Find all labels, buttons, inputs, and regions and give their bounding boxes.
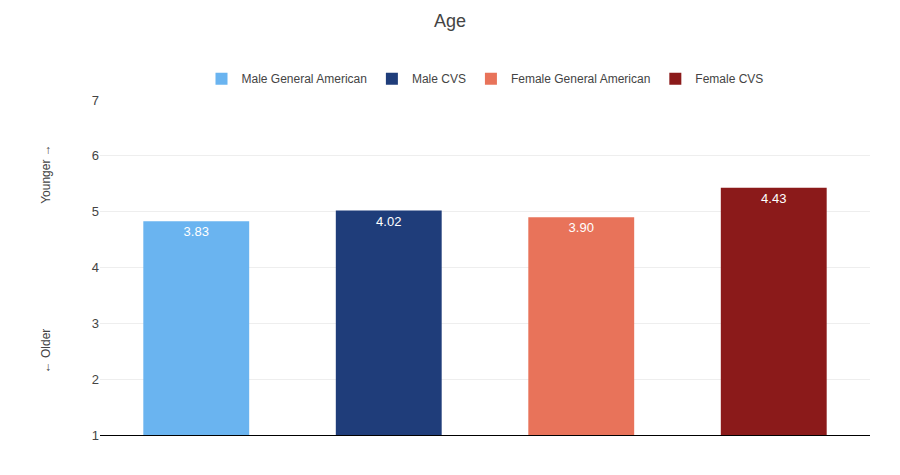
svg-text:7: 7 (92, 93, 99, 108)
svg-text:3.90: 3.90 (569, 220, 594, 235)
svg-text:4.02: 4.02 (376, 214, 401, 229)
svg-text:6: 6 (92, 148, 99, 163)
svg-text:← Older: ← Older (39, 329, 53, 374)
svg-text:Male CVS: Male CVS (412, 72, 466, 86)
svg-text:1: 1 (92, 428, 99, 443)
svg-text:4.43: 4.43 (761, 191, 786, 206)
svg-text:Female CVS: Female CVS (695, 72, 763, 86)
svg-text:Younger →: Younger → (39, 144, 53, 204)
svg-text:3: 3 (92, 316, 99, 331)
svg-text:Age: Age (434, 11, 466, 31)
svg-text:5: 5 (92, 204, 99, 219)
svg-text:2: 2 (92, 372, 99, 387)
svg-text:4: 4 (92, 260, 99, 275)
svg-text:Female General American: Female General American (511, 72, 650, 86)
svg-text:Male General American: Male General American (242, 72, 367, 86)
svg-text:3.83: 3.83 (184, 224, 209, 239)
